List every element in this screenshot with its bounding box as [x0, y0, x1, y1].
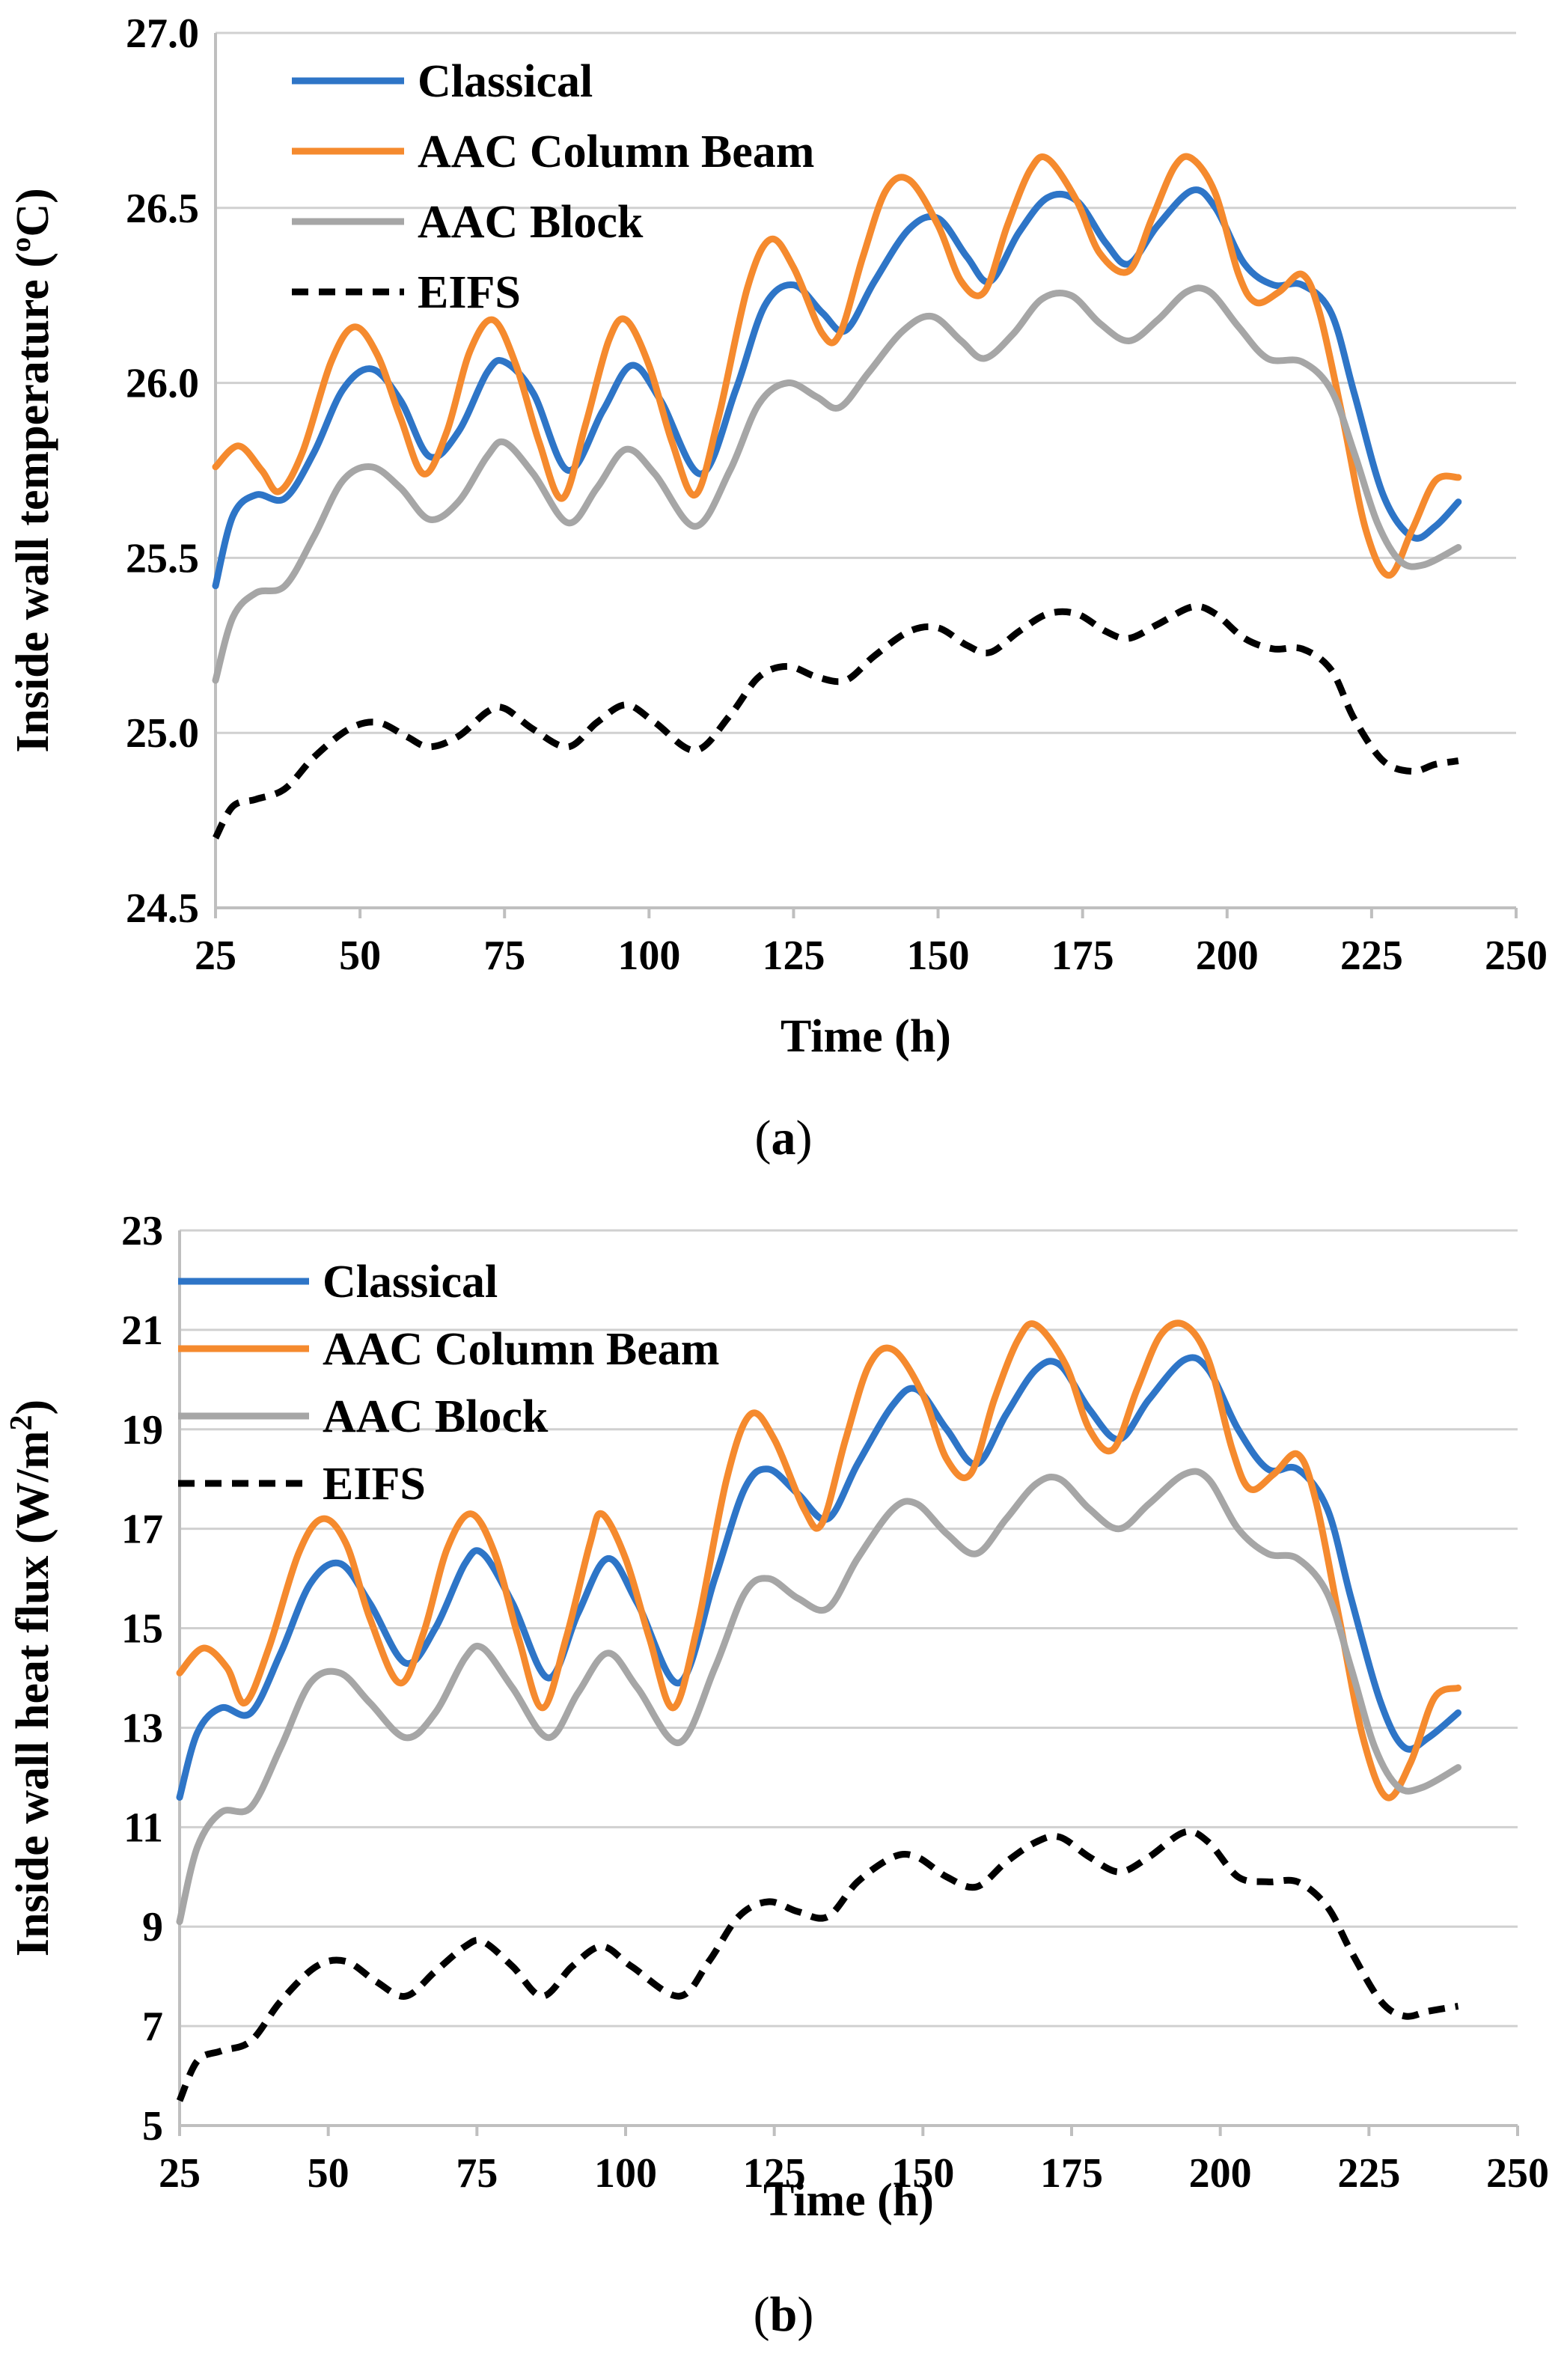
- x-tick-label: 50: [308, 2150, 349, 2197]
- legend-label: EIFS: [418, 267, 521, 318]
- series-line-eifs: [176, 1828, 1459, 2102]
- x-tick-label: 200: [1196, 933, 1259, 979]
- series-line-aac-block: [212, 284, 1462, 684]
- x-tick-label: 75: [483, 933, 525, 979]
- x-tick-label: 125: [762, 933, 825, 979]
- x-axis-title: Time (h): [781, 1011, 951, 1062]
- panel-label: (b): [754, 2287, 814, 2342]
- x-tick-label: 125: [743, 2150, 806, 2197]
- x-tick-label: 150: [907, 933, 970, 979]
- x-tick-label: 100: [617, 933, 680, 979]
- legend-label: AAC Column Beam: [418, 126, 814, 177]
- series-line-eifs: [212, 602, 1459, 840]
- y-axis-title: Inside wall heat flux (W/m2): [4, 1400, 58, 1956]
- y-tick-label: 25.0: [126, 710, 199, 757]
- series-line-aac-block: [176, 1468, 1461, 1926]
- legend-label: Classical: [323, 1257, 498, 1308]
- y-tick-label: 13: [121, 1705, 163, 1751]
- legend-label: Classical: [418, 56, 593, 107]
- x-tick-label: 25: [159, 2150, 201, 2197]
- y-tick-label: 21: [121, 1308, 163, 1354]
- x-tick-label: 25: [195, 933, 236, 979]
- y-tick-label: 5: [142, 2103, 163, 2149]
- y-tick-label: 26.5: [126, 186, 199, 232]
- series-line-classical: [176, 1354, 1461, 1801]
- x-tick-label: 225: [1340, 933, 1403, 979]
- x-tick-label: 250: [1486, 2150, 1549, 2197]
- legend-label: AAC Block: [418, 197, 644, 248]
- legend-label: EIFS: [323, 1459, 426, 1510]
- x-tick-label: 50: [339, 933, 381, 979]
- legend-label: AAC Column Beam: [323, 1324, 719, 1375]
- y-tick-label: 27.0: [126, 10, 199, 57]
- x-tick-label: 150: [891, 2150, 954, 2197]
- x-axis-title: Time (h): [763, 2175, 934, 2226]
- x-tick-label: 75: [456, 2150, 498, 2197]
- y-tick-label: 15: [121, 1606, 163, 1653]
- y-tick-label: 9: [142, 1904, 163, 1950]
- x-tick-label: 175: [1051, 933, 1114, 979]
- y-tick-label: 26.0: [126, 361, 199, 407]
- y-tick-label: 24.5: [126, 885, 199, 932]
- chart-a: 24.5 25.0 25.5 26.0 26.5 27.0 25 50 75 100 125 150 1…: [7, 10, 1548, 1165]
- y-tick-label: 25.5: [126, 535, 199, 582]
- chart-b: 5 7 9 11 13 15 17 19 21 23 25 50 75 100 125 150 175 200 22…: [4, 1208, 1549, 2342]
- y-tick-label: 19: [121, 1407, 163, 1453]
- x-tick-label: 100: [594, 2150, 657, 2197]
- legend-label: AAC Block: [323, 1391, 549, 1442]
- series-line-classical: [212, 186, 1462, 590]
- y-axis-title: Inside wall temperature (ºC): [7, 188, 58, 753]
- x-tick-label: 225: [1337, 2150, 1400, 2197]
- x-tick-label: 200: [1189, 2150, 1252, 2197]
- y-tick-label: 7: [142, 2004, 163, 2050]
- y-tick-label: 11: [123, 1804, 163, 1851]
- y-tick-label: 23: [121, 1208, 163, 1254]
- series-line-aac-column-beam: [212, 153, 1462, 579]
- x-tick-label: 250: [1485, 933, 1548, 979]
- x-tick-label: 175: [1040, 2150, 1103, 2197]
- y-tick-label: 17: [121, 1507, 163, 1553]
- panel-label: (a): [755, 1111, 813, 1165]
- series-line-aac-column-beam: [176, 1319, 1461, 1801]
